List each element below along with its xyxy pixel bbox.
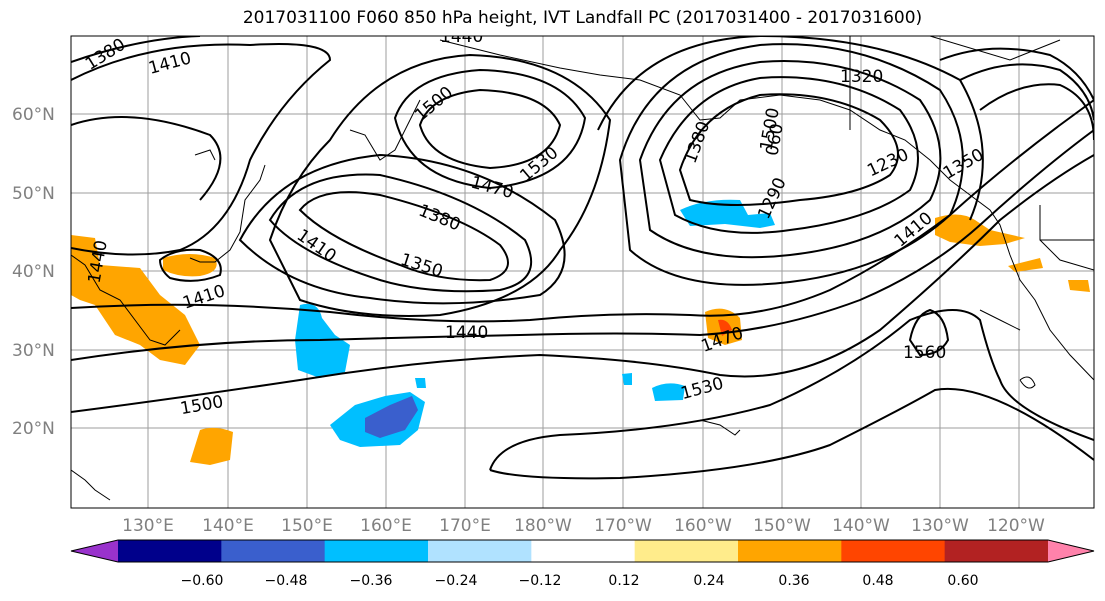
colorbar-segment [428, 540, 532, 562]
lat-label: 40°N [12, 262, 55, 282]
colorbar-tick-label: 0.24 [693, 573, 724, 589]
lon-label: 130°W [911, 516, 969, 536]
colorbar-segment [531, 540, 636, 562]
contour-label: 1440 [440, 27, 483, 47]
colorbar [70, 539, 1095, 563]
colorbar-segment [118, 540, 222, 562]
lon-label: 150°E [281, 516, 333, 536]
colorbar-tick-label: −0.12 [519, 573, 562, 589]
lon-label: 140°W [832, 516, 890, 536]
colorbar-tick-label: 0.60 [947, 573, 978, 589]
lon-label: 180°W [514, 516, 572, 536]
contour-label: 1320 [840, 67, 883, 87]
lon-label: 150°W [753, 516, 811, 536]
lon-label: 160°E [360, 516, 412, 536]
colorbar-segment [634, 540, 739, 562]
colorbar-tick-label: −0.60 [181, 573, 224, 589]
colorbar-tick-label: 0.48 [862, 573, 893, 589]
height-contours [71, 36, 1094, 480]
colorbar-segment [841, 540, 946, 562]
colorbar-extend-high [1048, 540, 1094, 562]
colorbar-segment [944, 540, 1049, 562]
colorbar-tick-label: −0.48 [265, 573, 308, 589]
lon-label: 120°W [987, 516, 1045, 536]
contour-label: 1440 [445, 323, 488, 343]
chart-title: 2017031100 F060 850 hPa height, IVT Land… [242, 8, 923, 28]
colorbar-segment [221, 540, 326, 562]
contour-label: 1560 [903, 343, 946, 363]
colorbar-tick-label: 0.36 [778, 573, 809, 589]
colorbar-segment [738, 540, 842, 562]
ivt-shading [71, 199, 1090, 465]
lat-label: 20°N [12, 419, 55, 439]
lon-label: 130°E [122, 516, 174, 536]
colorbar-tick-labels: −0.60 −0.48 −0.36 −0.24 −0.12 0.12 0.24 … [181, 573, 979, 589]
colorbar-segment [324, 540, 429, 562]
lat-label: 50°N [12, 184, 55, 204]
lat-label: 60°N [12, 105, 55, 125]
map-frame [70, 35, 1095, 509]
lon-label: 170°W [594, 516, 652, 536]
lon-label: 170°E [439, 516, 491, 536]
longitude-labels: 130°E 140°E 150°E 160°E 170°E 180°W 170°… [122, 516, 1045, 536]
colorbar-tick-label: −0.36 [350, 573, 393, 589]
latitude-labels: 60°N 50°N 40°N 30°N 20°N [12, 105, 55, 439]
lon-label: 160°W [674, 516, 732, 536]
colorbar-tick-label: −0.24 [435, 573, 478, 589]
lon-label: 140°E [202, 516, 254, 536]
colorbar-outline [70, 539, 1095, 563]
colorbar-extend-low [71, 540, 118, 562]
colorbar-tick-label: 0.12 [608, 573, 639, 589]
lat-label: 30°N [12, 341, 55, 361]
